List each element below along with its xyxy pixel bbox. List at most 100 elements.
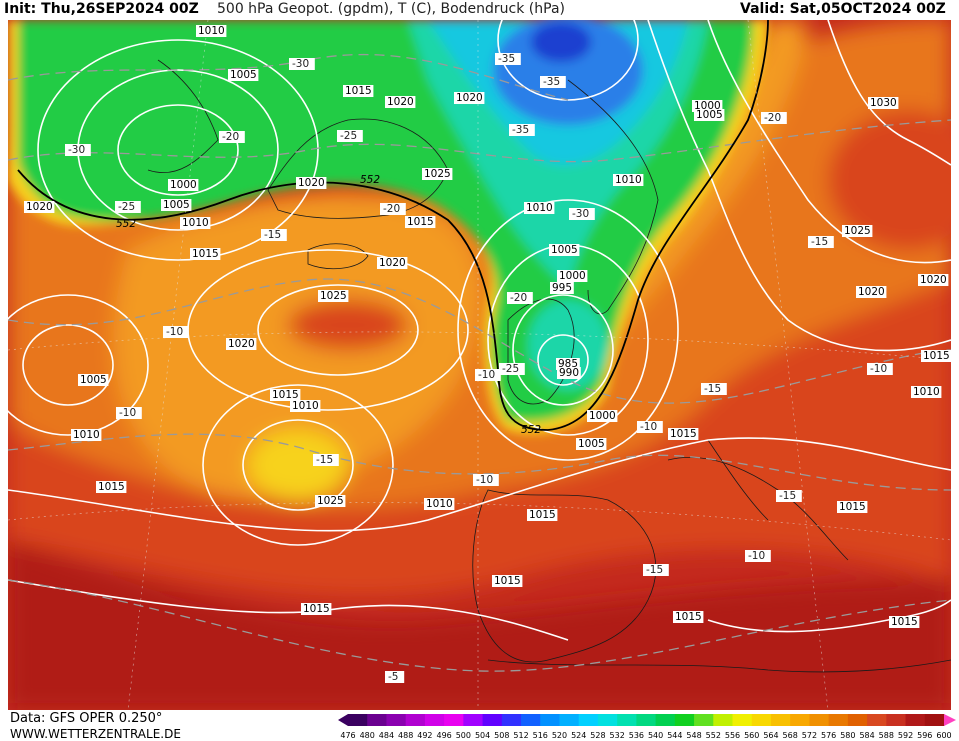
temperature-label: -15 <box>261 229 287 241</box>
isobar-label: 1020 <box>454 92 485 104</box>
colorbar-swatch <box>770 714 791 726</box>
isobar-label-box <box>550 282 574 294</box>
isobar-label-box <box>290 400 321 412</box>
isobar-label-text: 1010 <box>73 429 100 441</box>
weather-map: 1010 1005 1015 1020 1020 1000 1005 1030 1000 1005… <box>8 20 951 710</box>
temperature-label-box <box>637 421 663 433</box>
graticule <box>8 20 951 710</box>
isobar-label: 1005 <box>228 69 259 81</box>
field-orange-core <box>288 300 408 350</box>
temperature-label-box <box>745 550 771 562</box>
temperature-label-box <box>313 454 339 466</box>
colorbar-min-arrow <box>338 714 348 726</box>
header-bar: Init: Thu,26SEP2024 00Z 500 hPa Geopot. … <box>0 0 959 20</box>
isobar-label: 1015 <box>668 428 699 440</box>
isobar-label-text: 1020 <box>298 177 325 189</box>
isobar-low-azores-2 <box>202 384 394 546</box>
temperature-label-box <box>499 363 525 375</box>
isobar-label-box <box>842 225 873 237</box>
temperature-label-text: -15 <box>316 454 333 466</box>
temperature-label-text: -10 <box>640 421 657 433</box>
temperature-label-box <box>495 53 521 65</box>
isotherm-15 <box>8 433 951 491</box>
isobar-label-text: 1025 <box>424 168 451 180</box>
colorbar-tick-label: 580 <box>840 731 855 740</box>
temperature-label-text: -30 <box>572 208 589 220</box>
weather-map-svg: 1010 1005 1015 1020 1020 1000 1005 1030 1000 1005… <box>8 20 951 710</box>
temperature-label-text: -10 <box>748 550 765 562</box>
colorbar-swatch <box>521 714 541 726</box>
colorbar-tick-label: 536 <box>629 731 644 740</box>
isobar-label-box <box>492 575 523 587</box>
temperature-label: -15 <box>643 564 669 576</box>
temperature-label: -10 <box>116 407 142 419</box>
temperature-label-box <box>507 292 533 304</box>
colorbar-swatch <box>636 714 657 726</box>
isobar-label-box <box>190 248 221 260</box>
isobar-label-text: 1010 <box>182 217 209 229</box>
colorbar-swatch <box>463 714 484 726</box>
chart-title: 500 hPa Geopot. (gpdm), T (C), Bodendruc… <box>217 1 565 17</box>
temperature-labels: -30 -30 -20 -25 -25 -35 -35 -35 -20 -20 -15 -15 -30 -… <box>65 53 893 683</box>
isobar-label: 1025 <box>315 495 346 507</box>
isobar-label-box <box>343 85 374 97</box>
temperature-label-box <box>643 564 669 576</box>
temperature-label-text: -10 <box>478 369 495 381</box>
isobar-label-text: 1015 <box>345 85 372 97</box>
isobar-label: 995 <box>550 282 574 294</box>
colorbar-swatch <box>751 714 772 726</box>
isotherms <box>8 53 951 672</box>
isobar-label-text: 1015 <box>891 616 918 628</box>
colorbar-swatch <box>386 714 407 726</box>
temperature-label-text: -5 <box>388 671 398 683</box>
temperature-label-box <box>65 144 91 156</box>
colorbar-tick-label: 512 <box>513 731 528 740</box>
temperature-label: -20 <box>761 112 787 124</box>
isobar-label-box <box>385 96 416 108</box>
colorbar-swatch <box>867 714 887 726</box>
temperature-label-box <box>701 383 727 395</box>
isobar-label-box <box>524 202 555 214</box>
temperature-label-text: -15 <box>264 229 281 241</box>
colorbar-swatch <box>713 714 734 726</box>
colorbar-tick-label: 488 <box>398 731 413 740</box>
isobar-label-text: 1010 <box>198 25 225 37</box>
temperature-label-box <box>867 363 893 375</box>
temperature-label-text: -10 <box>119 407 136 419</box>
temperature-label-text: -25 <box>502 363 519 375</box>
temperature-label-text: -35 <box>543 76 560 88</box>
isobar-label: 1010 <box>71 429 102 441</box>
isobar-low-north-sea-2 <box>512 294 614 406</box>
isobar-label: 1010 <box>613 174 644 186</box>
colorbar-tick-label: 564 <box>763 731 778 740</box>
colorbar-tick-label: 508 <box>494 731 509 740</box>
isobar-label: 1020 <box>296 177 327 189</box>
isobar-label: 1015 <box>96 481 127 493</box>
colorbar-tick-label: 596 <box>917 731 932 740</box>
isobar-label-box <box>837 501 868 513</box>
isobar-label-box <box>24 201 55 213</box>
colorbar-tick-label: 476 <box>340 731 355 740</box>
temperature-label: -10 <box>867 363 893 375</box>
temperature-label: -10 <box>163 326 189 338</box>
isobar-low-canada-1 <box>117 104 239 196</box>
isobar-label-box <box>668 428 699 440</box>
colorbar-swatch <box>501 714 522 726</box>
isobar-label: 1025 <box>422 168 453 180</box>
isobar-label: 1010 <box>196 25 227 37</box>
isobar-label-box <box>856 286 887 298</box>
valid-time: Valid: Sat,05OCT2024 00Z <box>740 1 946 17</box>
colorbar-tick-label: 588 <box>879 731 894 740</box>
temperature-label: -30 <box>65 144 91 156</box>
colorbar-tick-label: 524 <box>571 731 586 740</box>
isotherm-mid <box>8 119 951 163</box>
isobar-label-text: 1015 <box>675 611 702 623</box>
isobar-label: 1020 <box>856 286 887 298</box>
colorbar-swatch <box>674 714 695 726</box>
isobar-label-box <box>921 350 951 362</box>
isobar-label-box <box>226 338 257 350</box>
isobar-label-box <box>694 109 725 121</box>
isobar-label: 1010 <box>180 217 211 229</box>
field-light-orange <box>113 195 481 498</box>
init-time: Init: Thu,26SEP2024 00Z <box>4 1 199 17</box>
